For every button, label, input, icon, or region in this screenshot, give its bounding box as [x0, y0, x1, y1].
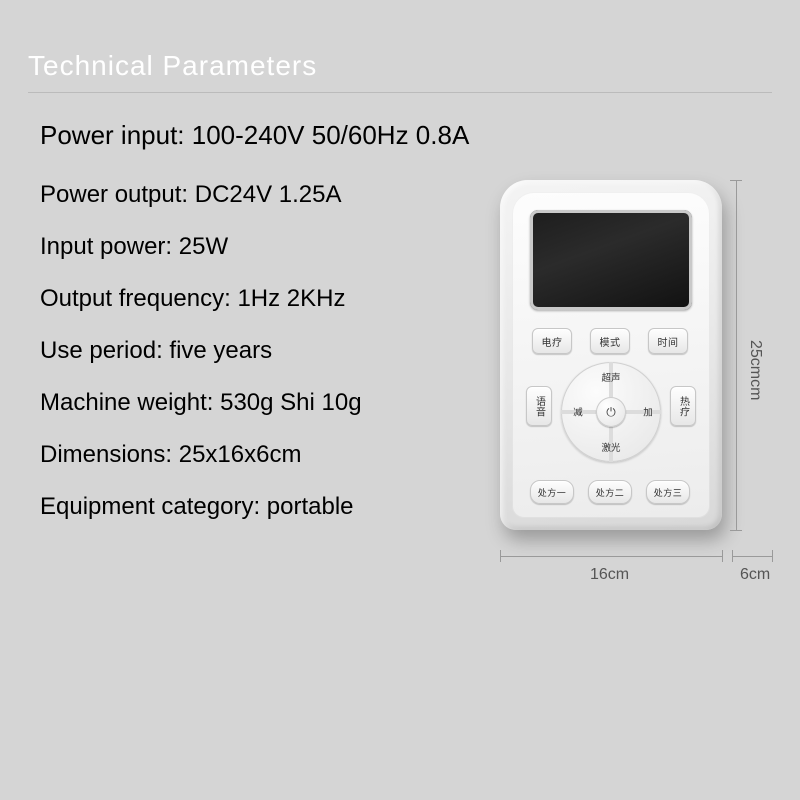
- param-row: Input power: 25W: [40, 233, 520, 261]
- dim-tick: [732, 550, 733, 562]
- param-row: Dimensions: 25x16x6cm: [40, 441, 520, 469]
- dim-height-line: [736, 180, 737, 530]
- device-keypad: 电疗 模式 时间 语音 热疗 超声 激光 减 加 ⏻: [512, 326, 710, 508]
- mode-button[interactable]: 模式: [590, 328, 630, 354]
- device-face: 电疗 模式 时间 语音 热疗 超声 激光 减 加 ⏻: [512, 192, 710, 518]
- laser-button[interactable]: 激光: [601, 440, 620, 454]
- device-illustration: 电疗 模式 时间 语音 热疗 超声 激光 减 加 ⏻: [500, 180, 722, 530]
- section-title: Technical Parameters: [28, 50, 317, 82]
- ultrasound-button[interactable]: 超声: [601, 370, 620, 384]
- parameters-list: Power input: 100-240V 50/60Hz 0.8A Power…: [40, 120, 520, 545]
- time-button[interactable]: 时间: [648, 328, 688, 354]
- prescription-1-button[interactable]: 处方一: [530, 480, 574, 504]
- param-row: Equipment category: portable: [40, 493, 520, 521]
- dim-tick: [722, 550, 723, 562]
- param-row: Power input: 100-240V 50/60Hz 0.8A: [40, 120, 520, 151]
- dim-tick: [730, 530, 742, 531]
- dim-tick: [500, 550, 501, 562]
- title-underline: [28, 92, 772, 93]
- dpad: 超声 激光 减 加 ⏻: [561, 362, 661, 462]
- dim-depth-line: [732, 556, 772, 557]
- decrease-button[interactable]: 减: [569, 407, 583, 417]
- electrotherapy-button[interactable]: 电疗: [532, 328, 572, 354]
- param-row: Output frequency: 1Hz 2KHz: [40, 285, 520, 313]
- heat-button[interactable]: 热疗: [670, 386, 696, 426]
- param-row: Power output: DC24V 1.25A: [40, 181, 520, 209]
- power-icon: ⏻: [606, 405, 616, 420]
- voice-button[interactable]: 语音: [526, 386, 552, 426]
- param-row: Use period: five years: [40, 337, 520, 365]
- dim-width-label: 16cm: [590, 566, 629, 584]
- increase-button[interactable]: 加: [639, 407, 653, 417]
- prescription-2-button[interactable]: 处方二: [588, 480, 632, 504]
- dim-tick: [772, 550, 773, 562]
- device-body: 电疗 模式 时间 语音 热疗 超声 激光 减 加 ⏻: [500, 180, 722, 530]
- dim-width-line: [500, 556, 722, 557]
- prescription-3-button[interactable]: 处方三: [646, 480, 690, 504]
- device-screen: [530, 210, 692, 310]
- dim-depth-label: 6cm: [740, 566, 770, 584]
- dim-height-label: 25cmcm: [746, 340, 764, 400]
- dim-tick: [730, 180, 742, 181]
- power-button[interactable]: ⏻: [596, 397, 626, 427]
- param-row: Machine weight: 530g Shi 10g: [40, 389, 520, 417]
